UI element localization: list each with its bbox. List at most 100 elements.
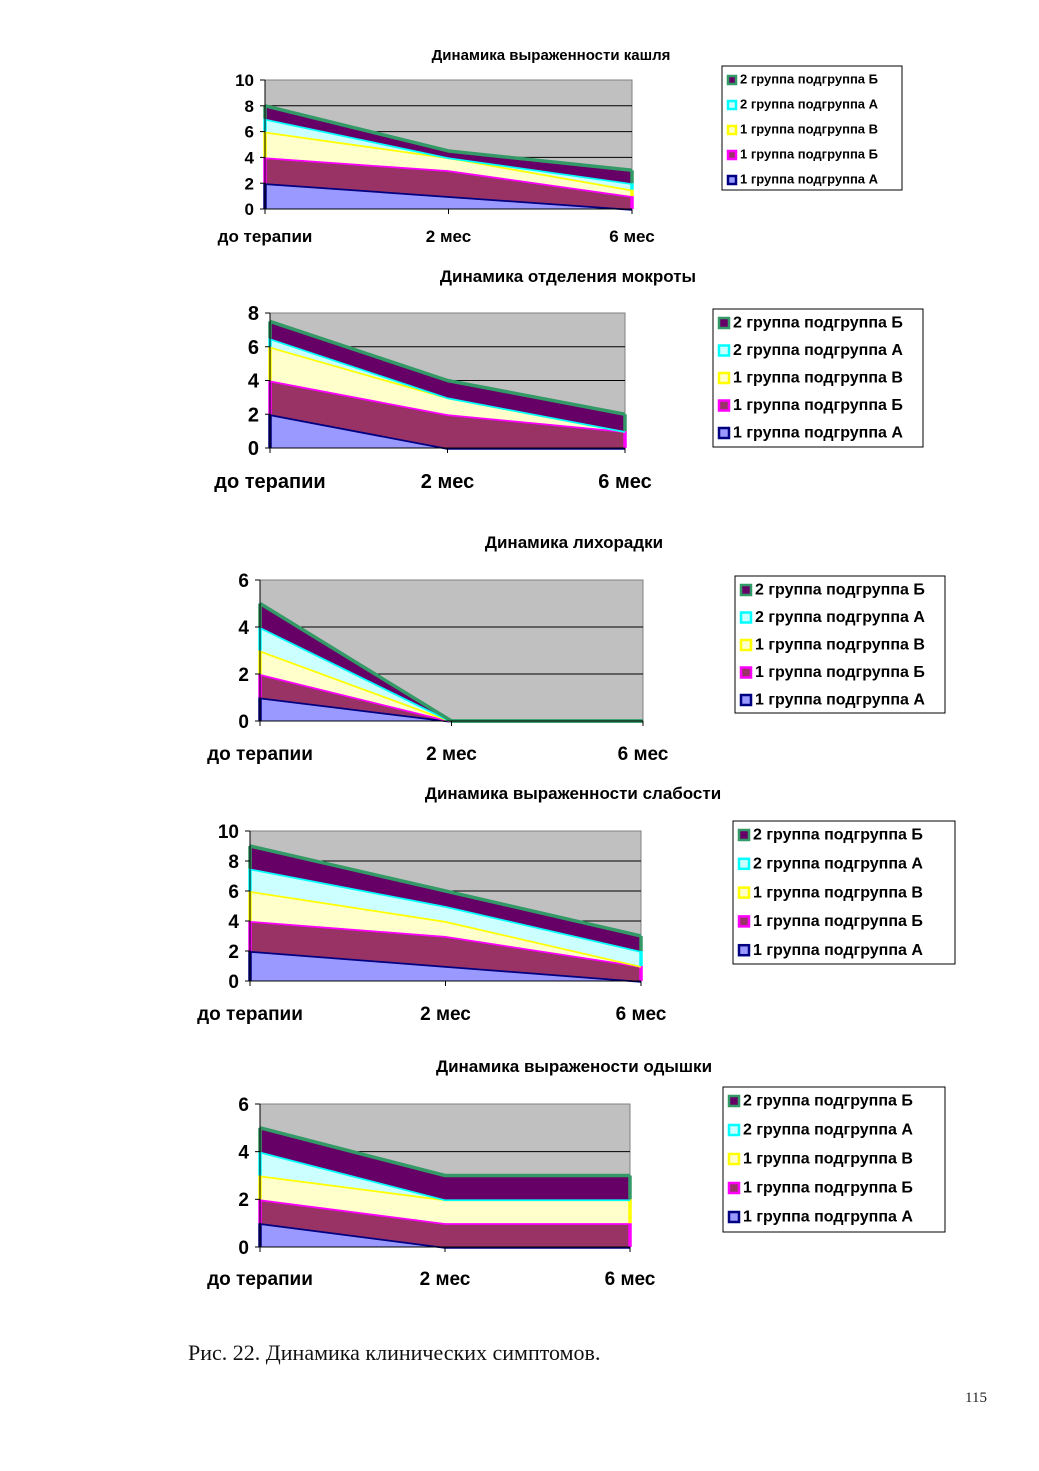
chart-2: Динамика отделения мокроты 0 2 4 6 8 до терапи… (214, 267, 924, 493)
legend-swatch (727, 1152, 741, 1166)
y-tick-label: 4 (238, 1143, 249, 1164)
y-tick-label: 8 (245, 97, 254, 116)
legend-label: 1 группа подгруппа А (753, 942, 923, 959)
area-series-5 (260, 603, 643, 721)
chart-4: Динамика выраженности слабости 0 2 4 6 8 10 до … (197, 784, 956, 1025)
legend-swatch (737, 857, 751, 871)
area-series-5 (260, 1127, 630, 1200)
y-tick-label: 6 (245, 123, 254, 142)
y-tick-label: 6 (228, 882, 239, 903)
legend-swatch (737, 828, 751, 842)
y-tick-label: 2 (238, 665, 249, 686)
legend-swatch (737, 915, 751, 928)
legend-swatch (726, 174, 738, 186)
area-series-4 (260, 1151, 630, 1200)
legend-swatch (726, 99, 738, 111)
legend-swatch (717, 399, 731, 412)
legend-box (734, 575, 946, 714)
legend-label: 1 группа подгруппа Б (733, 397, 903, 414)
area-series-1 (260, 697, 643, 721)
legend: 2 группа подгруппа Б 2 группа подгруппа А… (721, 65, 903, 191)
x-tick-label: 6 мес (609, 227, 654, 246)
legend-label: 1 группа подгруппа Б (743, 1180, 913, 1197)
legend-label: 2 группа подгруппа Б (753, 827, 923, 844)
legend: 2 группа подгруппа Б 2 группа подгруппа А… (712, 308, 924, 448)
x-tick-label: до терапии (218, 227, 313, 246)
area-series-1 (260, 1223, 630, 1247)
chart-title: Динамика отделения мокроты (440, 267, 696, 286)
x-tick-label: 6 мес (618, 744, 669, 765)
area-series-2 (250, 921, 641, 981)
charts-canvas: Динамика выраженности кашля 0 2 4 6 8 10 до тер… (197, 47, 956, 1290)
legend-swatch (726, 124, 738, 136)
legend-swatch (727, 1094, 741, 1108)
chart-title: Динамика выражености одышки (436, 1057, 712, 1076)
legend-label: 1 группа подгруппа Б (753, 913, 923, 930)
area-series-3 (250, 891, 641, 966)
area-series-3 (270, 346, 625, 432)
chart-title: Динамика выраженности кашля (432, 47, 671, 64)
legend-swatch (727, 1181, 741, 1195)
page-number: 115 (965, 1390, 987, 1406)
area-series-5 (270, 321, 625, 432)
y-tick-label: 4 (228, 912, 239, 933)
legend-box (722, 1086, 946, 1233)
chart-1: Динамика выраженности кашля 0 2 4 6 8 10 до тер… (218, 47, 903, 246)
area-edge-series-5 (249, 844, 642, 938)
area-series-4 (250, 868, 641, 966)
legend-label: 2 группа подгруппа А (755, 609, 925, 626)
legend-swatch (717, 316, 731, 330)
y-tick-label: 0 (245, 200, 254, 219)
area-edge-series-5 (264, 104, 633, 173)
x-tick-label: 6 мес (598, 471, 651, 493)
legend-swatch (739, 666, 753, 679)
y-tick-label: 6 (238, 1095, 249, 1116)
legend-swatch (739, 693, 753, 707)
legend-label: 2 группа подгруппа Б (733, 315, 903, 332)
x-tick-label: 6 мес (605, 1269, 656, 1290)
legend-box (721, 65, 903, 191)
legend-label: 1 группа подгруппа В (733, 370, 903, 387)
legend-label: 2 группа подгруппа А (740, 96, 879, 111)
legend-swatch (737, 943, 751, 957)
legend-label: 1 группа подгруппа В (740, 121, 878, 136)
y-tick-label: 4 (238, 618, 249, 639)
y-tick-label: 0 (248, 438, 259, 460)
legend-swatch (739, 611, 753, 624)
legend-label: 1 группа подгруппа В (743, 1151, 913, 1168)
chart-3: Динамика лихорадки 0 2 4 6 до терапии 2 мес 6 м… (207, 533, 946, 765)
area-series-1 (270, 414, 625, 448)
area-series-2 (260, 674, 643, 721)
y-tick-label: 2 (248, 404, 259, 426)
figure-caption: Рис. 22. Динамика клинических симптомов. (188, 1340, 601, 1365)
legend-swatch (727, 1210, 741, 1224)
legend-swatch (726, 149, 738, 161)
legend-label: 1 группа подгруппа В (753, 884, 923, 901)
area-series-3 (265, 131, 632, 197)
area-series-5 (265, 105, 632, 184)
legend-label: 2 группа подгруппа А (753, 856, 923, 873)
legend-label: 1 группа подгруппа А (740, 171, 879, 186)
y-tick-label: 10 (235, 71, 254, 90)
y-tick-label: 2 (245, 174, 254, 193)
area-series-5 (250, 846, 641, 951)
x-tick-label: 2 мес (426, 744, 477, 765)
x-tick-label: до терапии (197, 1004, 303, 1025)
legend-swatch (717, 344, 731, 357)
y-tick-label: 0 (238, 1238, 249, 1259)
chart-title: Динамика выраженности слабости (425, 784, 721, 803)
x-tick-label: до терапии (207, 744, 313, 765)
legend-label: 2 группа подгруппа А (743, 1122, 913, 1139)
legend: 2 группа подгруппа Б 2 группа подгруппа А… (734, 575, 946, 714)
legend-label: 1 группа подгруппа А (743, 1209, 913, 1226)
y-tick-label: 8 (248, 303, 259, 325)
y-tick-label: 4 (245, 149, 255, 168)
chart-5: Динамика выражености одышки 0 2 4 6 до терапи… (207, 1057, 946, 1290)
y-tick-label: 10 (218, 822, 239, 843)
area-series-3 (260, 650, 643, 721)
legend-box (712, 308, 924, 448)
legend: 2 группа подгруппа Б 2 группа подгруппа А… (722, 1086, 946, 1233)
y-tick-label: 6 (238, 571, 249, 592)
legend-label: 2 группа подгруппа Б (743, 1093, 913, 1110)
